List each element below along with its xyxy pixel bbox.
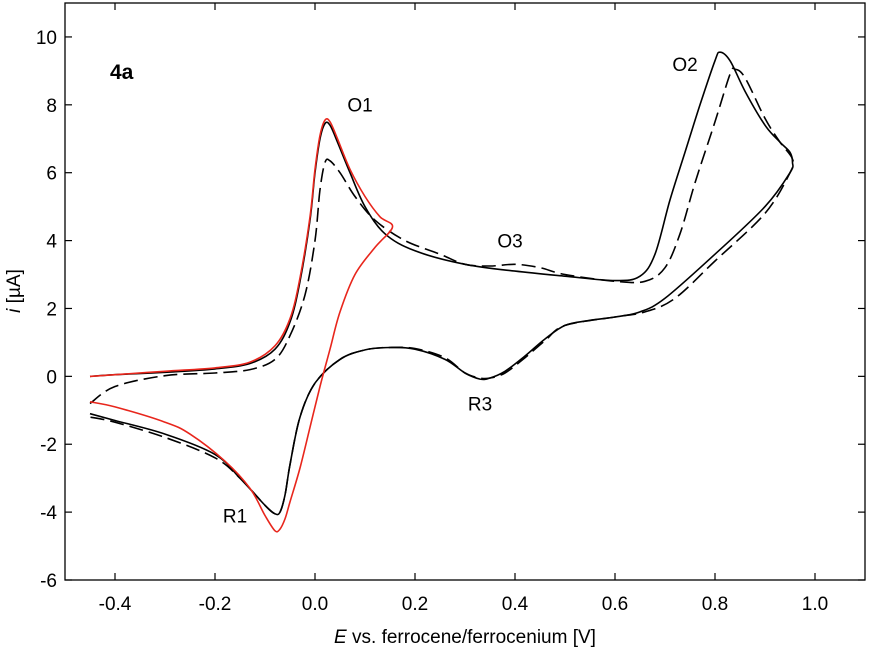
x-tick-label: 0.6: [602, 594, 628, 615]
peak-label-r3: R3: [468, 394, 492, 415]
solid-black-trace: [89, 51, 794, 516]
y-tick-label: 10: [36, 28, 57, 49]
y-axis-title: i [µA]: [4, 269, 25, 313]
x-tick-label: -0.4: [99, 594, 132, 615]
y-tick-label: -4: [40, 503, 57, 524]
x-tick-label: 1.0: [802, 594, 828, 615]
x-axis-title-text: vs. ferrocene/ferrocenium [V]: [347, 627, 596, 648]
y-axis-title-symbol: i: [4, 308, 25, 313]
y-tick-label: 4: [46, 232, 57, 253]
annotation-layer: O1 O2 O3 R1 R3: [223, 55, 698, 527]
x-axis-title-symbol: E: [334, 627, 347, 648]
plot-frame: [64, 2, 866, 581]
y-tick-label: 0: [46, 367, 57, 388]
y-tick-label: 8: [46, 96, 57, 117]
peak-label-o1: O1: [347, 96, 372, 117]
x-tick-label: 0.8: [702, 594, 728, 615]
x-tick-label: 0.0: [302, 594, 328, 615]
x-tick-label: -0.2: [199, 594, 232, 615]
series-layer: [89, 51, 795, 533]
red-trace: [89, 118, 394, 533]
dashed-black-trace: [89, 67, 795, 516]
peak-label-o2: O2: [672, 55, 697, 76]
peak-label-r1: R1: [223, 506, 247, 527]
y-tick-label: -6: [40, 571, 57, 592]
tick-layer: -0.4 -0.2 0.0 0.2 0.4 0.6 0.8 1.0 -6 -4 -2 0 2 4 6 8 10: [36, 3, 865, 615]
y-axis-title-text: [µA]: [4, 269, 25, 308]
y-tick-label: 2: [46, 299, 57, 320]
x-tick-label: 0.2: [402, 594, 428, 615]
peak-label-o3: O3: [497, 231, 522, 252]
x-tick-label: 0.4: [502, 594, 529, 615]
y-tick-label: 6: [46, 164, 57, 185]
y-tick-label: -2: [40, 435, 57, 456]
panel-label: 4a: [110, 61, 134, 84]
x-axis-title: E vs. ferrocene/ferrocenium [V]: [334, 627, 596, 648]
